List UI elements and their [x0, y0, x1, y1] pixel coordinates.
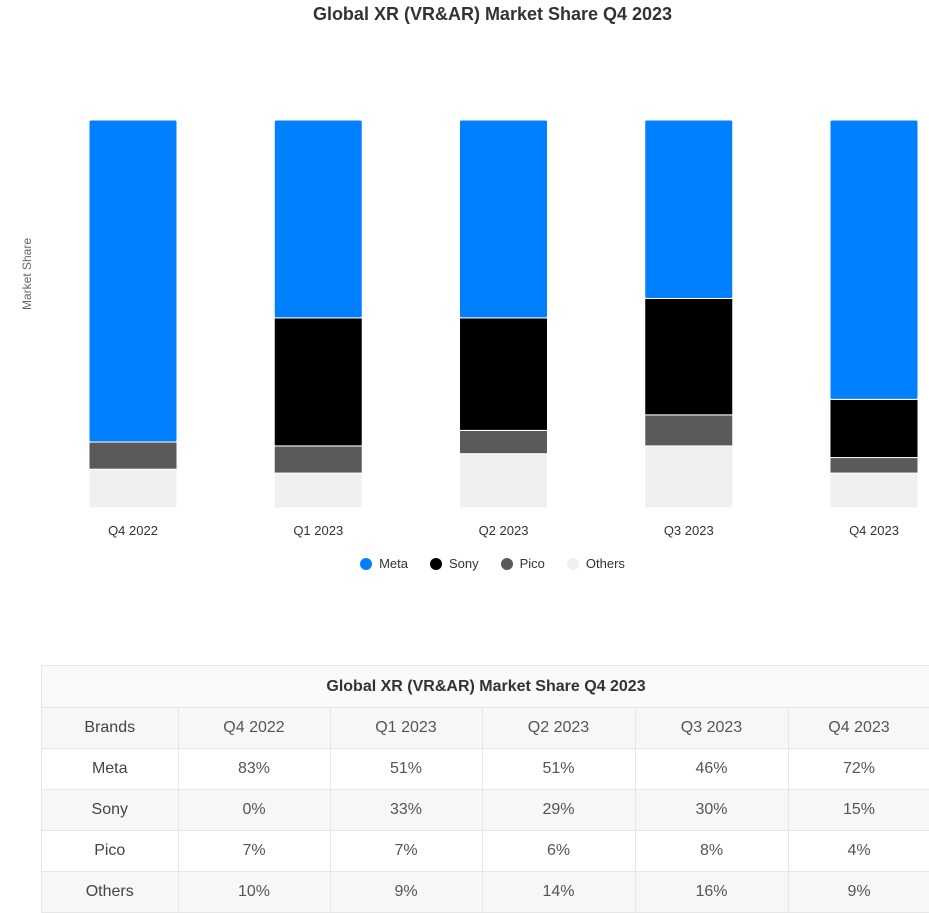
- table-header-cell: Q4 2022: [178, 708, 331, 749]
- table-cell: 0%: [178, 789, 331, 831]
- bar-segment-sony-q1-2023: [273, 317, 363, 447]
- table-cell: Meta: [42, 748, 179, 790]
- table-cell: 51%: [330, 748, 483, 790]
- table-row: Meta 83% 51% 51% 46% 72%: [42, 748, 929, 790]
- stacked-bar-chart: Q4 2022 Q1 2023 Q2 2023 Q3 2023 Q4 2023: [88, 119, 919, 538]
- table-cell: Pico: [42, 830, 179, 872]
- table-title: Global XR (VR&AR) Market Share Q4 2023: [42, 666, 929, 708]
- legend-item-sony[interactable]: Sony: [429, 556, 479, 571]
- legend-label: Pico: [519, 556, 545, 571]
- chart-title: Global XR (VR&AR) Market Share Q4 2023: [312, 4, 673, 24]
- bar-segment-sony-q4-2023: [829, 398, 919, 459]
- bar-segment-meta-q2-2023: [459, 119, 548, 319]
- legend-label: Sony: [448, 556, 479, 571]
- table-cell: 46%: [635, 748, 789, 790]
- bar-segment-pico-q4-2023: [829, 457, 919, 474]
- table-cell: 51%: [482, 748, 636, 790]
- table-cell: 72%: [788, 748, 929, 790]
- legend-item-others[interactable]: Others: [566, 556, 625, 571]
- legend-marker: [360, 557, 373, 570]
- table-header-row: Brands Q4 2022 Q1 2023 Q2 2023 Q3 2023 Q4 202…: [42, 708, 929, 749]
- table-header-cell: Q3 2023: [635, 708, 789, 749]
- bar-segment-others-q1-2023: [273, 472, 363, 509]
- bar-segment-pico-q4-2022: [88, 441, 178, 470]
- table-row: Pico 7% 7% 6% 8% 4%: [42, 830, 929, 872]
- bar-segment-meta-q4-2022: [88, 119, 178, 443]
- table-cell: 4%: [788, 830, 929, 872]
- bar-segment-others-q4-2022: [88, 468, 178, 509]
- table-cell: 8%: [635, 830, 789, 872]
- x-tick-label: Q4 2023: [849, 523, 899, 538]
- bar-segment-pico-q2-2023: [459, 429, 548, 455]
- legend-label: Meta: [379, 556, 408, 571]
- table-cell: Others: [42, 871, 179, 913]
- table-cell: 29%: [482, 789, 636, 831]
- bar-segment-sony-q2-2023: [459, 317, 548, 431]
- table-cell: 7%: [330, 830, 483, 872]
- table-cell: 7%: [178, 830, 331, 872]
- legend-item-pico[interactable]: Pico: [500, 556, 545, 571]
- table-header-cell: Brands: [42, 708, 179, 749]
- bar-segment-others-q2-2023: [459, 453, 548, 509]
- legend-marker: [500, 557, 513, 570]
- bar-segment-pico-q3-2023: [644, 414, 734, 447]
- legend-label: Others: [585, 556, 625, 571]
- table-row: Others 10% 9% 14% 16% 9%: [42, 871, 929, 913]
- table-cell: 10%: [178, 871, 331, 913]
- bar-segment-meta-q1-2023: [273, 119, 363, 319]
- table-header-cell: Q4 2023: [788, 708, 929, 749]
- table-row: Sony 0% 33% 29% 30% 15%: [42, 789, 929, 831]
- table-cell: 6%: [482, 830, 636, 872]
- x-tick-label: Q1 2023: [293, 523, 343, 538]
- table-cell: 33%: [330, 789, 483, 831]
- market-share-table: Global XR (VR&AR) Market Share Q4 2023 B…: [41, 665, 929, 913]
- legend-marker: [429, 557, 442, 570]
- bar-segment-meta-q4-2023: [829, 119, 919, 400]
- table-cell: 15%: [788, 789, 929, 831]
- table-cell: Sony: [42, 789, 179, 831]
- bar-segment-meta-q3-2023: [644, 119, 734, 299]
- table-cell: 9%: [788, 871, 929, 913]
- x-tick-label: Q3 2023: [664, 523, 714, 538]
- table-cell: 30%: [635, 789, 789, 831]
- table-header-cell: Q1 2023: [330, 708, 483, 749]
- chart-legend: Meta Sony Pico Others: [0, 556, 929, 571]
- table-cell: 14%: [482, 871, 636, 913]
- table-header-cell: Q2 2023: [482, 708, 636, 749]
- legend-marker: [566, 557, 579, 570]
- x-tick-label: Q4 2022: [108, 523, 158, 538]
- table-cell: 16%: [635, 871, 789, 913]
- bar-segment-others-q3-2023: [644, 445, 734, 509]
- legend-item-meta[interactable]: Meta: [360, 556, 408, 571]
- bar-segment-others-q4-2023: [829, 472, 919, 509]
- table-cell: 9%: [330, 871, 483, 913]
- bar-segment-pico-q1-2023: [273, 445, 363, 474]
- bar-segment-sony-q3-2023: [644, 297, 734, 416]
- x-tick-label: Q2 2023: [479, 523, 529, 538]
- table-cell: 83%: [178, 748, 331, 790]
